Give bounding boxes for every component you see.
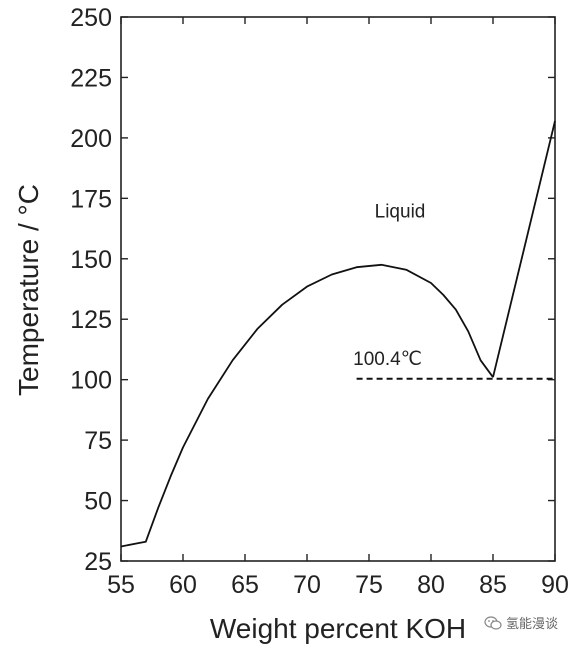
x-tick-label-5: 80 <box>417 571 445 599</box>
y-tick-label-3: 100 <box>70 367 112 395</box>
x-tick-label-2: 65 <box>231 571 259 599</box>
curves <box>120 120 556 548</box>
axis-ticks <box>120 16 556 562</box>
liquidus-left-branch <box>120 263 494 548</box>
y-axis-title: Temperature / °C <box>13 184 44 396</box>
annotation-eutectic-temp: 100.4℃ <box>353 349 422 370</box>
x-tick-label-4: 75 <box>355 571 383 599</box>
y-tick-label-9: 250 <box>70 4 112 32</box>
wechat-icon <box>484 615 502 630</box>
watermark-text: 氢能漫谈 <box>506 617 559 632</box>
y-tick-label-8: 225 <box>70 64 112 92</box>
y-tick-label-4: 125 <box>70 306 112 334</box>
x-tick-label-7: 90 <box>541 571 569 599</box>
y-tick-label-1: 50 <box>84 488 112 516</box>
y-tick-label-5: 150 <box>70 246 112 274</box>
y-tick-label-6: 175 <box>70 185 112 213</box>
y-tick-label-7: 200 <box>70 125 112 153</box>
plot-frame <box>120 16 556 562</box>
y-tick-label-2: 75 <box>84 427 112 455</box>
liquidus-right-branch <box>492 120 556 378</box>
y-tick-label-0: 25 <box>84 548 112 576</box>
x-axis-title: Weight percent KOH <box>210 613 466 644</box>
axis-tick-labels: 55 60 65 70 75 80 85 90 25 50 75 100 125 150 175 200 225… <box>70 4 569 599</box>
annotation-liquid: Liquid <box>375 202 426 223</box>
x-tick-label-1: 60 <box>169 571 197 599</box>
x-tick-label-3: 70 <box>293 571 321 599</box>
x-tick-label-6: 85 <box>479 571 507 599</box>
watermark: 氢能漫谈 <box>484 613 558 632</box>
x-tick-label-0: 55 <box>107 571 135 599</box>
